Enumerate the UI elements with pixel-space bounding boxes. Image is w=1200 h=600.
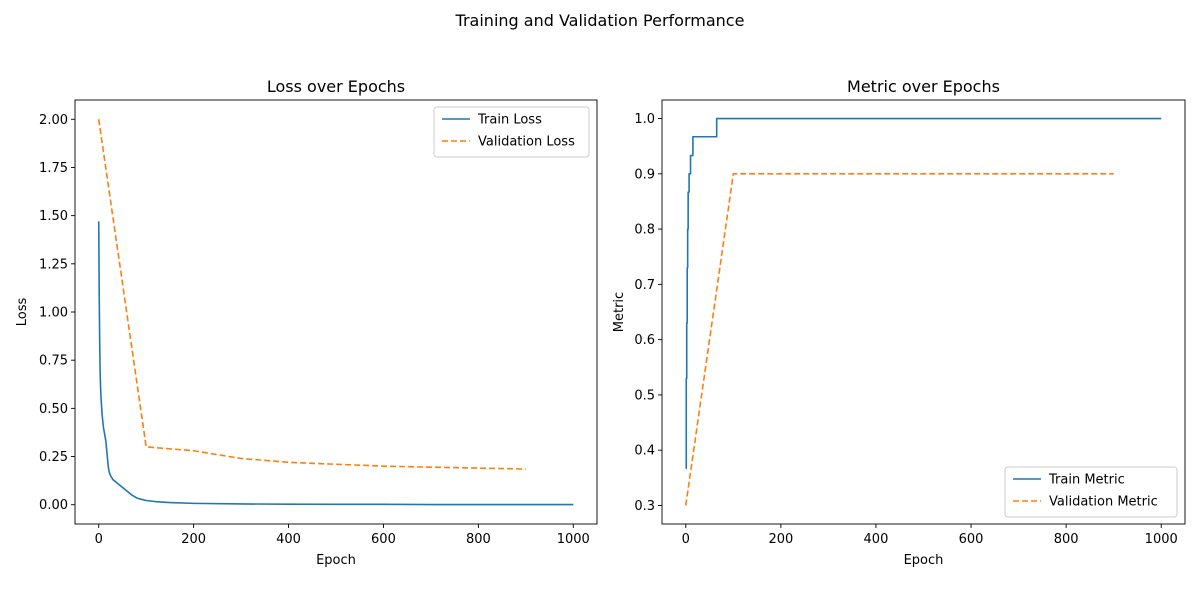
metric-xtick-label: 200 bbox=[768, 532, 793, 547]
loss-ytick-label: 1.50 bbox=[39, 209, 68, 224]
loss-ytick-label: 1.75 bbox=[39, 161, 68, 176]
loss-series-train bbox=[97, 221, 574, 506]
loss-legend-label: Validation Loss bbox=[478, 135, 575, 150]
metric-xtick-label: 0 bbox=[682, 532, 690, 547]
metric-legend: Train Metric Validation Metric bbox=[1004, 466, 1178, 518]
metric-chart-title: Metric over Epochs bbox=[847, 77, 1000, 96]
metric-legend-label: Train Metric bbox=[1048, 473, 1125, 488]
loss-xtick-label: 800 bbox=[466, 532, 491, 547]
loss-xtick-label: 1000 bbox=[557, 532, 590, 547]
metric-ytick-label: 0.4 bbox=[634, 444, 655, 459]
metric-ytick-label: 0.7 bbox=[634, 278, 655, 293]
metric-xtick-label: 600 bbox=[959, 532, 984, 547]
loss-ylabel: Loss bbox=[15, 298, 30, 327]
loss-xtick-label: 200 bbox=[181, 532, 206, 547]
metric-ytick-label: 0.3 bbox=[634, 499, 655, 514]
loss-chart: Loss over Epochs 0 200 400 600 800 1000 0.00 0.2… bbox=[15, 77, 598, 568]
loss-legend: Train Loss Validation Loss bbox=[433, 106, 590, 158]
metric-xtick-label: 800 bbox=[1054, 532, 1079, 547]
metric-series-validation bbox=[684, 173, 1114, 506]
metric-ytick-label: 0.9 bbox=[634, 167, 655, 182]
loss-xtick-label: 0 bbox=[95, 532, 103, 547]
loss-legend-label: Train Loss bbox=[477, 113, 542, 128]
metric-ylabel: Metric bbox=[612, 292, 627, 332]
loss-ytick-label: 1.00 bbox=[39, 306, 68, 321]
loss-legend-box bbox=[433, 106, 590, 158]
loss-xtick-label: 400 bbox=[276, 532, 301, 547]
figure-suptitle: Training and Validation Performance bbox=[455, 11, 745, 30]
metric-xlabel: Epoch bbox=[904, 553, 944, 568]
loss-ytick-label: 1.25 bbox=[39, 257, 68, 272]
metric-legend-label: Validation Metric bbox=[1049, 495, 1158, 510]
metric-legend-box bbox=[1004, 466, 1178, 518]
metric-ytick-label: 0.5 bbox=[634, 388, 655, 403]
metric-series-train bbox=[685, 117, 1162, 470]
metric-ytick-label: 1.0 bbox=[634, 112, 655, 127]
metric-xtick-label: 400 bbox=[864, 532, 889, 547]
metric-axes-frame bbox=[661, 99, 1186, 525]
loss-ytick-label: 2.00 bbox=[39, 113, 68, 128]
metric-chart: Metric over Epochs 0 200 400 600 800 1000 0.3 0.… bbox=[612, 77, 1186, 568]
loss-xlabel: Epoch bbox=[316, 553, 356, 568]
metric-xtick-label: 1000 bbox=[1145, 532, 1178, 547]
metric-ytick-label: 0.8 bbox=[634, 223, 655, 238]
loss-xtick-label: 600 bbox=[371, 532, 396, 547]
loss-series-validation bbox=[97, 119, 526, 470]
loss-chart-title: Loss over Epochs bbox=[267, 77, 405, 96]
loss-ytick-label: 0.25 bbox=[39, 450, 68, 465]
metric-ytick-label: 0.6 bbox=[634, 333, 655, 348]
loss-ytick-label: 0.75 bbox=[39, 354, 68, 369]
loss-ytick-label: 0.50 bbox=[39, 402, 68, 417]
loss-ytick-label: 0.00 bbox=[39, 498, 68, 513]
